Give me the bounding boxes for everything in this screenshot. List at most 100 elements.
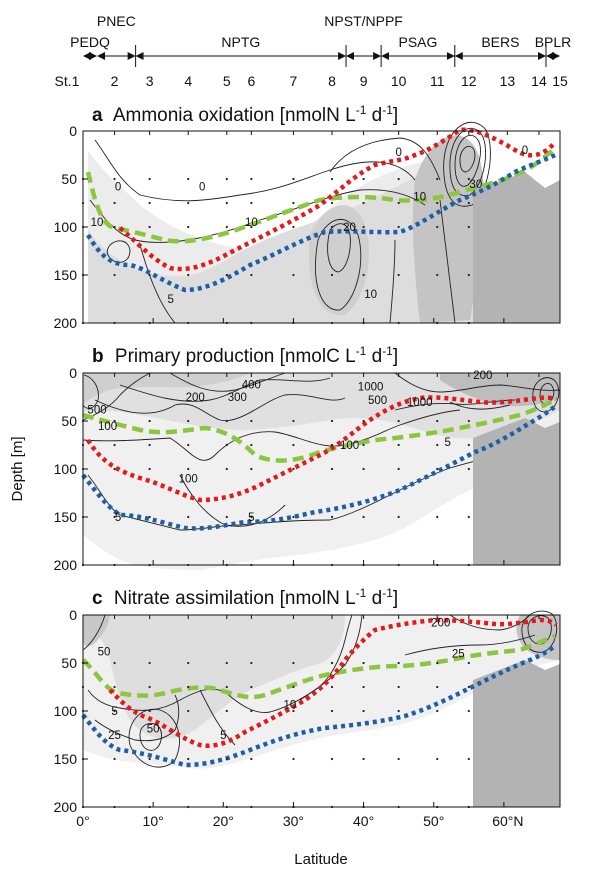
province-header: PEDQ PNEC NPTG NPST/NPPF PSAG BERS BPLR xyxy=(70,13,571,67)
sample-dot xyxy=(397,685,400,689)
y-tick-label: 0 xyxy=(69,123,77,139)
sample-dot xyxy=(436,709,439,713)
sample-dot xyxy=(330,419,334,423)
sample-dot xyxy=(292,757,295,761)
panel-b-contour-1000a xyxy=(394,372,561,393)
sample-dot xyxy=(148,515,151,519)
station-label: 7 xyxy=(290,73,298,89)
sample-dot xyxy=(250,225,253,229)
sample-dot xyxy=(467,709,470,713)
x-tick-label: 30° xyxy=(283,813,304,829)
panel-a-lines xyxy=(85,127,557,293)
sample-dot xyxy=(187,273,190,277)
sample-dot xyxy=(113,419,116,423)
sample-dot xyxy=(225,661,228,665)
contour-label: 5 xyxy=(111,706,117,718)
panel-c-contours xyxy=(82,610,558,768)
panel-b-letter: b xyxy=(92,346,104,367)
sample-dot xyxy=(250,709,253,713)
contour-label: 10 xyxy=(284,699,297,711)
sample-dot xyxy=(397,709,400,713)
sample-dot xyxy=(436,273,439,277)
panel-c-land-mass xyxy=(473,660,560,807)
panel-c-contour-50b xyxy=(139,723,162,751)
panel-c-red-line xyxy=(108,617,558,748)
contour-label: 100 xyxy=(179,474,198,486)
y-tick-label: 0 xyxy=(69,607,77,623)
sample-dot xyxy=(467,419,470,423)
sample-dot xyxy=(362,177,365,181)
y-tick-label: 200 xyxy=(54,557,78,573)
province-label: PEDQ xyxy=(70,34,110,50)
sample-dot xyxy=(436,443,439,447)
contour-label: 200 xyxy=(473,370,492,382)
sample-dot xyxy=(467,467,470,471)
sample-dot xyxy=(250,685,253,689)
x-axis-title: Latitude xyxy=(294,851,347,868)
panel-a-contour-ring1 xyxy=(454,134,481,187)
sample-dot xyxy=(330,757,334,761)
panel-b-left-ring xyxy=(82,374,99,409)
panel-b-contours xyxy=(82,372,561,531)
sample-dot xyxy=(148,225,151,229)
sample-dot xyxy=(397,467,400,471)
panel-a-title-sup2: -1 xyxy=(382,103,393,117)
panel-b-land xyxy=(473,418,560,565)
panel-c-contour-25c xyxy=(404,634,536,656)
sample-dot xyxy=(397,515,400,519)
contour-label: 25 xyxy=(108,730,121,742)
contour-label: 300 xyxy=(228,392,247,404)
contour-label: 100 xyxy=(98,421,117,433)
province-label: BPLR xyxy=(535,34,572,50)
panel-c-contour-labels: 50 5 25 50 5 10 200 25 xyxy=(98,618,465,742)
contour-label: 5 xyxy=(115,512,121,524)
sample-dot xyxy=(397,443,400,447)
sample-dot xyxy=(362,685,365,689)
panel-b-contour-300 xyxy=(119,377,331,402)
sample-dot xyxy=(225,225,228,229)
y-tick-label: 200 xyxy=(54,799,78,815)
sample-dot xyxy=(148,467,151,471)
sample-dot xyxy=(250,515,253,519)
panel-a-contours xyxy=(89,121,491,324)
province-label: NPTG xyxy=(221,34,260,50)
panel-c-blue-line xyxy=(81,643,558,768)
y-tick-label: 100 xyxy=(54,703,78,719)
contour-label: 500 xyxy=(87,404,106,416)
sample-dot xyxy=(148,201,151,205)
contour-label: 10 xyxy=(413,191,426,203)
panel-b-blue-line xyxy=(81,404,558,531)
sample-dot xyxy=(225,757,228,761)
y-tick-label: 0 xyxy=(69,365,77,381)
sample-dot xyxy=(330,273,334,277)
panel-c-fill-regions xyxy=(83,615,560,769)
panel-c-x-axis: 0° 10° 20° 30° 40° 50° 60°N xyxy=(76,802,524,829)
sample-dot xyxy=(436,467,439,471)
sample-dot xyxy=(436,201,439,205)
sample-dot xyxy=(436,661,439,665)
panel-c-title-text: Nitrate assimilation [nmolN L xyxy=(114,588,356,609)
sample-dot xyxy=(250,419,253,423)
panel-c-contour-bers-ring xyxy=(527,615,552,645)
contour-label: 200 xyxy=(431,618,450,630)
panel-a-contour-left xyxy=(106,240,131,263)
panel-c-land xyxy=(473,660,560,807)
panel-c-contour-10 xyxy=(299,614,363,701)
y-tick-label: 100 xyxy=(54,219,78,235)
panel-b-fill-dark xyxy=(83,373,250,405)
sample-dot xyxy=(330,225,334,229)
sample-dot xyxy=(362,661,365,665)
contour-label: 5 xyxy=(167,294,173,306)
contour-label: 5 xyxy=(220,730,226,742)
contour-label: 200 xyxy=(186,392,205,404)
sample-dot xyxy=(330,467,334,471)
station-label: 14 xyxy=(531,73,547,89)
sample-dot xyxy=(113,685,116,689)
panel-a-contour-labels: 0 0 0 0 10 10 10 10 20 30 5 xyxy=(91,145,528,306)
province-label: PNEC xyxy=(97,13,136,29)
sample-dot xyxy=(362,443,365,447)
sample-dot xyxy=(467,273,470,277)
station-label: 5 xyxy=(223,73,231,89)
panel-c-lines xyxy=(81,617,558,768)
